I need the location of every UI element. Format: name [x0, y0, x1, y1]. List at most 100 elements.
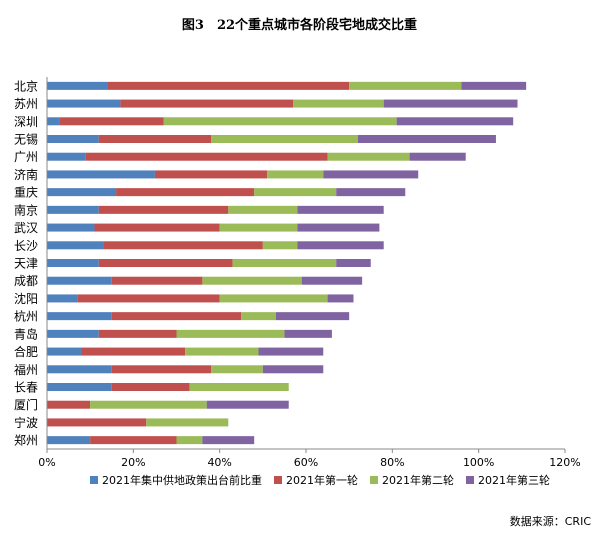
bar-segment [267, 170, 324, 179]
bar-segment [383, 99, 518, 108]
legend-label: 2021年第二轮 [382, 474, 454, 487]
bar-segment [47, 99, 121, 108]
category-label: 厦门 [14, 397, 38, 412]
bar-segment [211, 365, 263, 374]
category-label: 广州 [14, 150, 38, 164]
x-tick-label: 100% [463, 456, 494, 469]
bar-segment [111, 365, 212, 374]
bar-segment [219, 223, 298, 232]
legend-item: 2021年第一轮 [274, 472, 358, 488]
legend: 2021年集中供地政策出台前比重 2021年第一轮 2021年第二轮 2021年第三轮 [60, 472, 580, 488]
category-label: 青岛 [14, 326, 38, 341]
bar-segment [409, 152, 466, 161]
category-label: 无锡 [14, 132, 38, 147]
bar-segment [111, 312, 242, 321]
bar-segment [254, 188, 337, 197]
bar-segment [146, 418, 229, 427]
category-label: 济南 [14, 167, 38, 182]
bar-segment [202, 436, 255, 445]
bar-segment [357, 135, 496, 143]
x-tick-label: 60% [294, 456, 318, 469]
bar-segment [47, 294, 78, 303]
bar-segment [77, 294, 220, 303]
bar-segment [219, 294, 328, 303]
bar-segment [90, 436, 177, 445]
bar-segment [293, 99, 384, 108]
bar-segment [297, 223, 380, 232]
tick-labels: 0% 20% 40% 60% 80% 100% 120% [38, 456, 580, 469]
bar-segment [81, 347, 186, 356]
bar-segment [120, 99, 294, 108]
bar-segment [47, 329, 99, 338]
bar-segment [284, 329, 332, 338]
bar-segment [85, 152, 328, 161]
bar-segment [47, 365, 112, 374]
bar-segment [241, 312, 276, 321]
category-label: 深圳 [14, 115, 38, 129]
bar-segment [47, 241, 104, 250]
legend-item: 2021年集中供地政策出台前比重 [90, 472, 262, 488]
legend-swatch [274, 476, 282, 484]
bar-segment [206, 400, 289, 409]
bar-segment [262, 241, 298, 250]
bar-segment [176, 436, 203, 445]
category-label: 长沙 [14, 239, 38, 253]
bar-segment [327, 294, 354, 303]
bar-segment [47, 170, 155, 179]
bar-segment [98, 135, 212, 143]
bar-segment [336, 188, 406, 197]
legend-label: 2021年第三轮 [478, 474, 550, 487]
source-note: 数据来源：CRIC [509, 515, 591, 528]
category-labels: 北京苏州深圳无锡广州济南重庆南京武汉长沙天津成都沈阳杭州青岛合肥福州长春厦门宁波… [14, 79, 38, 447]
bar-segment [275, 312, 350, 321]
category-label: 合肥 [14, 344, 38, 359]
bar-segment [336, 259, 371, 267]
bar-segment [98, 329, 177, 338]
bar-segment [349, 81, 462, 90]
bar-segment [301, 276, 363, 285]
category-label: 重庆 [14, 186, 38, 200]
bar-segment [47, 117, 60, 126]
bar-segment [189, 383, 289, 391]
bar-segment [47, 135, 99, 143]
legend-item: 2021年第三轮 [466, 472, 550, 488]
bar-segment [232, 259, 337, 267]
bar-segment [47, 259, 99, 267]
x-tick-label: 80% [380, 456, 404, 469]
x-tick-label: 120% [549, 456, 580, 469]
bar-group [47, 81, 527, 445]
bar-segment [228, 205, 298, 214]
bar-segment [176, 329, 285, 338]
bar-segment [47, 188, 117, 197]
bar-segment [262, 365, 324, 374]
bar-segment [111, 383, 190, 391]
bar-segment [98, 205, 229, 214]
bar-segment [90, 400, 207, 409]
bar-segment [98, 259, 233, 267]
bar-segment [154, 170, 268, 179]
category-label: 宁波 [14, 415, 38, 430]
x-tick-label: 40% [207, 456, 231, 469]
category-label: 北京 [14, 79, 38, 93]
bar-segment [47, 418, 147, 427]
bar-segment [297, 241, 384, 250]
bar-segment [396, 117, 514, 126]
bar-segment [116, 188, 255, 197]
axes [46, 77, 566, 453]
bar-segment [107, 81, 350, 90]
bar-segment [185, 347, 259, 356]
bar-segment [47, 436, 91, 445]
category-label: 郑州 [14, 433, 38, 448]
category-label: 南京 [14, 202, 38, 217]
bar-segment [111, 276, 203, 285]
bar-segment [327, 152, 410, 161]
bar-segment [202, 276, 302, 285]
category-label: 天津 [14, 257, 38, 271]
legend-label: 2021年第一轮 [286, 474, 358, 487]
category-label: 武汉 [14, 221, 38, 235]
bar-segment [163, 117, 397, 126]
bar-segment [47, 205, 99, 214]
x-tick-label: 20% [121, 456, 145, 469]
legend-item: 2021年第二轮 [370, 472, 454, 488]
